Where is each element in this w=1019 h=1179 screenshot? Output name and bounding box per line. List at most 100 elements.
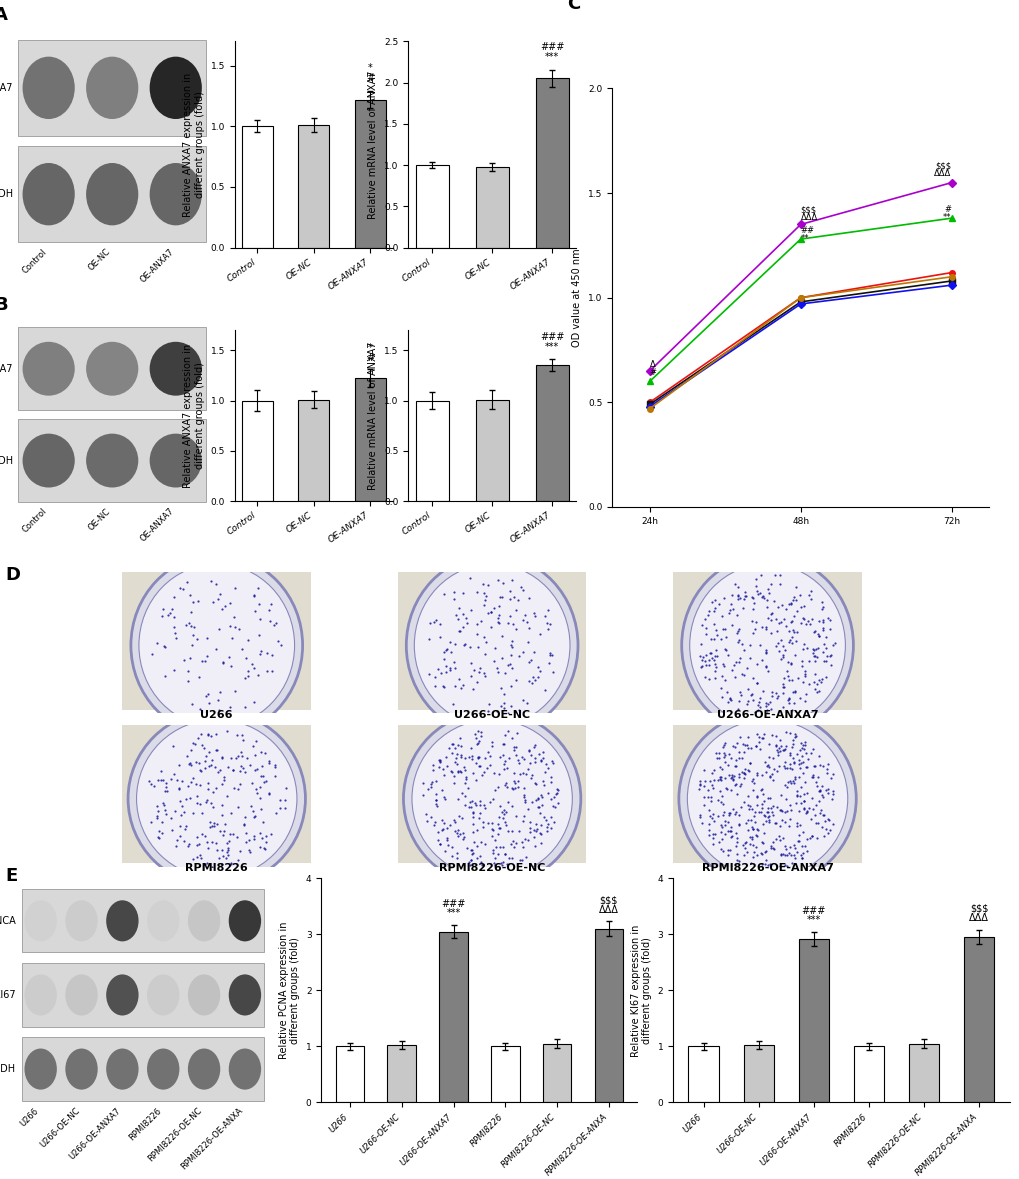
Point <box>494 574 511 593</box>
Point <box>786 681 802 700</box>
Point <box>513 578 529 597</box>
Point <box>729 844 745 863</box>
Point <box>800 674 816 693</box>
Point <box>796 597 812 615</box>
Point <box>203 793 219 812</box>
Point <box>476 835 492 854</box>
Point <box>258 661 274 680</box>
Point <box>437 640 453 659</box>
Point <box>213 775 229 793</box>
Point <box>739 821 755 839</box>
Point <box>813 777 829 796</box>
Point <box>445 766 462 785</box>
Point <box>751 739 767 758</box>
Point <box>541 646 557 665</box>
Point <box>706 599 722 618</box>
Point <box>455 758 472 777</box>
Point <box>741 835 757 854</box>
Point <box>532 751 548 770</box>
Point <box>473 723 489 742</box>
Point <box>515 808 531 826</box>
Point <box>455 828 472 847</box>
Point <box>719 645 736 664</box>
Point <box>777 661 794 680</box>
Point <box>783 759 799 778</box>
Point <box>155 600 171 619</box>
Point <box>157 782 173 801</box>
Point <box>714 744 731 763</box>
Point <box>505 740 522 759</box>
Point <box>761 768 777 786</box>
Ellipse shape <box>86 434 139 487</box>
Point <box>482 602 498 621</box>
Point <box>546 798 562 817</box>
Point <box>427 790 443 809</box>
Point <box>461 852 477 871</box>
Bar <box>439 931 468 1102</box>
Point <box>225 778 242 797</box>
Point <box>239 667 256 686</box>
Point <box>542 790 558 809</box>
Point <box>691 779 707 798</box>
Point <box>426 677 442 696</box>
Point <box>721 817 738 836</box>
Point <box>741 648 757 667</box>
Point <box>737 764 753 783</box>
Point <box>810 792 826 811</box>
Point <box>777 758 794 777</box>
Point <box>713 759 730 778</box>
Point <box>713 786 730 805</box>
Point <box>788 793 804 812</box>
Point <box>496 845 513 864</box>
Point <box>759 756 775 775</box>
Point <box>782 613 798 632</box>
Point <box>210 763 226 782</box>
Point <box>446 582 463 601</box>
Point <box>696 772 712 791</box>
Point <box>481 694 497 713</box>
Point <box>800 586 816 605</box>
Point <box>505 587 522 606</box>
Point <box>717 628 734 647</box>
Point <box>204 817 220 836</box>
Point <box>740 795 756 814</box>
Point <box>430 751 446 770</box>
Point <box>200 726 216 745</box>
Ellipse shape <box>147 1048 179 1089</box>
Point <box>759 788 775 806</box>
Point <box>271 791 287 810</box>
Bar <box>387 1046 416 1102</box>
Point <box>166 660 182 679</box>
Point <box>751 635 767 654</box>
Point <box>208 640 224 659</box>
Point <box>498 855 515 874</box>
Point <box>784 730 800 749</box>
Point <box>777 790 794 809</box>
Point <box>451 825 468 844</box>
Point <box>515 788 531 806</box>
Point <box>252 610 268 628</box>
Point <box>754 815 770 834</box>
Point <box>227 681 244 700</box>
Bar <box>21 1038 264 1101</box>
Point <box>531 624 547 643</box>
Point <box>772 737 789 756</box>
Point <box>469 848 485 867</box>
Point <box>809 768 825 786</box>
Point <box>143 775 159 793</box>
Point <box>792 753 808 772</box>
Point <box>214 747 230 766</box>
Point <box>482 617 498 635</box>
Point <box>189 835 205 854</box>
Point <box>811 780 827 799</box>
Point <box>167 624 183 643</box>
Point <box>507 671 524 690</box>
Point <box>814 621 830 640</box>
Point <box>780 773 796 792</box>
Point <box>761 611 777 630</box>
Point <box>807 772 823 791</box>
Point <box>729 590 745 608</box>
Bar <box>355 99 385 248</box>
Ellipse shape <box>228 901 261 941</box>
Point <box>224 825 240 844</box>
